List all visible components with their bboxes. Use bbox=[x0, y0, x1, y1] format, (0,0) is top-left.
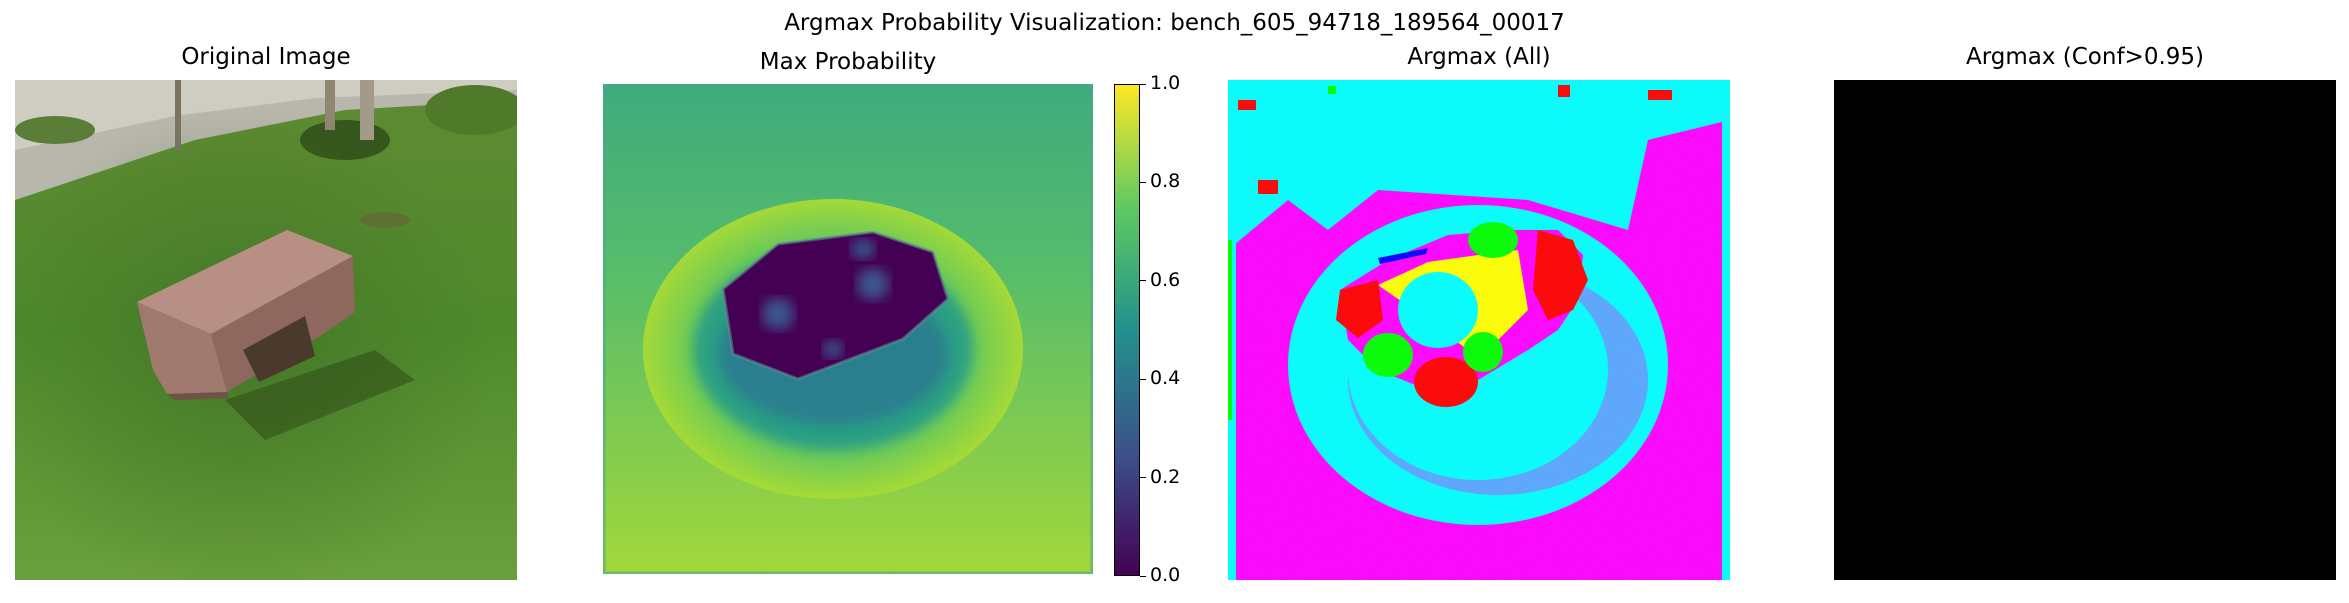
colorbar-tick-label: 1.0 bbox=[1150, 72, 1181, 94]
argmax-all-title: Argmax (All) bbox=[1407, 44, 1551, 70]
max-probability-title: Max Probability bbox=[759, 49, 937, 75]
colorbar-tick-mark bbox=[1140, 575, 1146, 577]
colorbar-tick-label: 0.8 bbox=[1150, 170, 1181, 193]
colorbar-tick-mark bbox=[1140, 477, 1146, 479]
argmax-conf-map bbox=[1834, 80, 2336, 580]
max-probability-heatmap bbox=[603, 84, 1093, 574]
colorbar-tick-mark bbox=[1140, 280, 1146, 282]
colorbar-tick-label: 0.6 bbox=[1150, 268, 1181, 291]
argmax-all-map bbox=[1228, 80, 1730, 580]
colorbar-tick-mark bbox=[1140, 181, 1146, 183]
colorbar bbox=[1114, 84, 1140, 576]
colorbar-tick-label: 0.0 bbox=[1150, 564, 1181, 586]
colorbar-tick-mark bbox=[1140, 378, 1146, 380]
original-image-title: Original Image bbox=[181, 44, 351, 70]
colorbar-tick-label: 0.2 bbox=[1150, 465, 1181, 488]
argmax-conf-title: Argmax (Conf>0.95) bbox=[1965, 44, 2205, 70]
original-image bbox=[15, 80, 517, 580]
colorbar-tick-label: 0.4 bbox=[1150, 367, 1181, 390]
colorbar-tick-mark bbox=[1140, 83, 1146, 85]
figure-suptitle: Argmax Probability Visualization: bench_… bbox=[784, 10, 1565, 36]
